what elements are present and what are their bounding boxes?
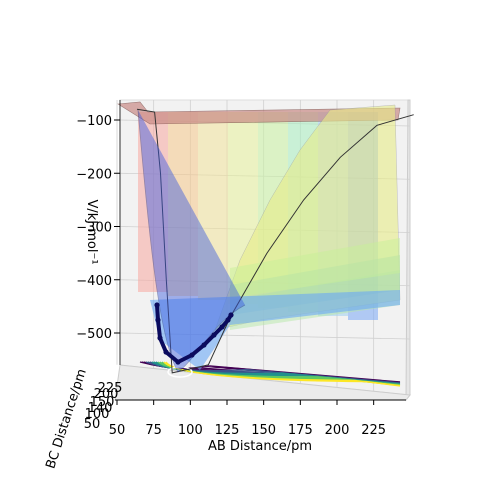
x-tick-label: 200 [325, 423, 350, 438]
trajectory-point [175, 359, 181, 365]
x-tick-label: 100 [178, 423, 203, 438]
contour-line [165, 361, 401, 387]
z-tick-label: −200 [76, 167, 112, 182]
y-tick-label: 50 [84, 417, 101, 432]
trajectory-point [155, 317, 161, 323]
trajectory-point [228, 312, 234, 318]
z-tick-labels: −100 −200 −300 −400 −500 [76, 114, 120, 342]
surface-slab [198, 112, 228, 300]
y-tick-label: 100 [85, 407, 110, 422]
x-tick-labels: 50 75 100 125 150 175 200 225 [109, 400, 386, 438]
x-tick-label: 50 [109, 423, 126, 438]
z-tick-label: −100 [76, 114, 112, 129]
y-tick-label: 150 [90, 395, 115, 410]
z-tick-label: −500 [76, 327, 112, 342]
surface [117, 101, 414, 374]
surface-slab [138, 112, 168, 292]
x-tick-label: 175 [288, 423, 313, 438]
trajectory-point [219, 324, 225, 330]
z-tick-label: −300 [76, 221, 112, 236]
z-tick-label: −400 [76, 274, 112, 289]
trajectory-point [189, 352, 195, 358]
surface-slab [168, 112, 198, 296]
x-tick-label: 125 [215, 423, 240, 438]
x-tick-label: 150 [251, 423, 276, 438]
y-tick-label: 225 [98, 381, 123, 396]
trajectory-point [211, 332, 217, 338]
surface-profile-line [136, 108, 414, 374]
surface-band [230, 238, 400, 298]
x-axis-label: AB Distance/pm [208, 439, 312, 454]
trajectory-point [225, 317, 231, 323]
y-tick-label: 200 [94, 387, 119, 402]
trajectory-point [201, 342, 207, 348]
trajectory-point [154, 302, 160, 308]
trajectory [154, 302, 234, 365]
trajectory-point [163, 349, 169, 355]
z-axis-label: V/kJ·mol⁻¹ [84, 199, 99, 264]
x-tick-label: 225 [361, 423, 386, 438]
trajectory-point [157, 335, 163, 341]
x-tick-label: 75 [145, 423, 162, 438]
y-tick-label: 140 [88, 401, 113, 416]
contour-minimum [167, 366, 193, 378]
surface-valley-sheet [150, 290, 400, 370]
